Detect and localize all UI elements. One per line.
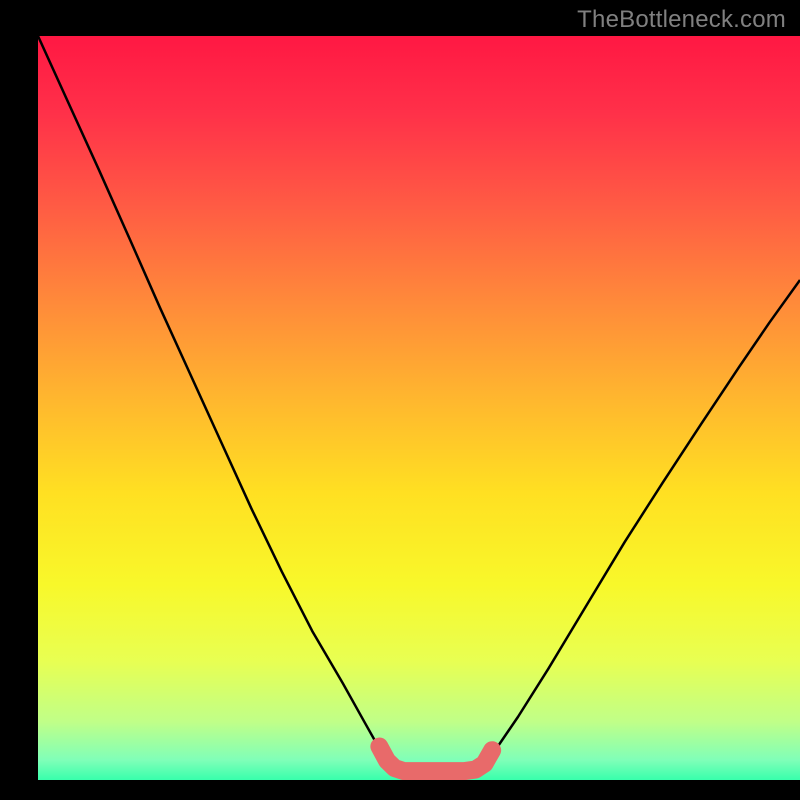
valley-highlight: [379, 747, 492, 772]
chart-frame: TheBottleneck.com: [0, 0, 800, 800]
bottleneck-curve: [38, 36, 800, 773]
curve-layer: [38, 36, 800, 780]
watermark-text: TheBottleneck.com: [577, 6, 786, 34]
plot-area: [38, 36, 800, 780]
